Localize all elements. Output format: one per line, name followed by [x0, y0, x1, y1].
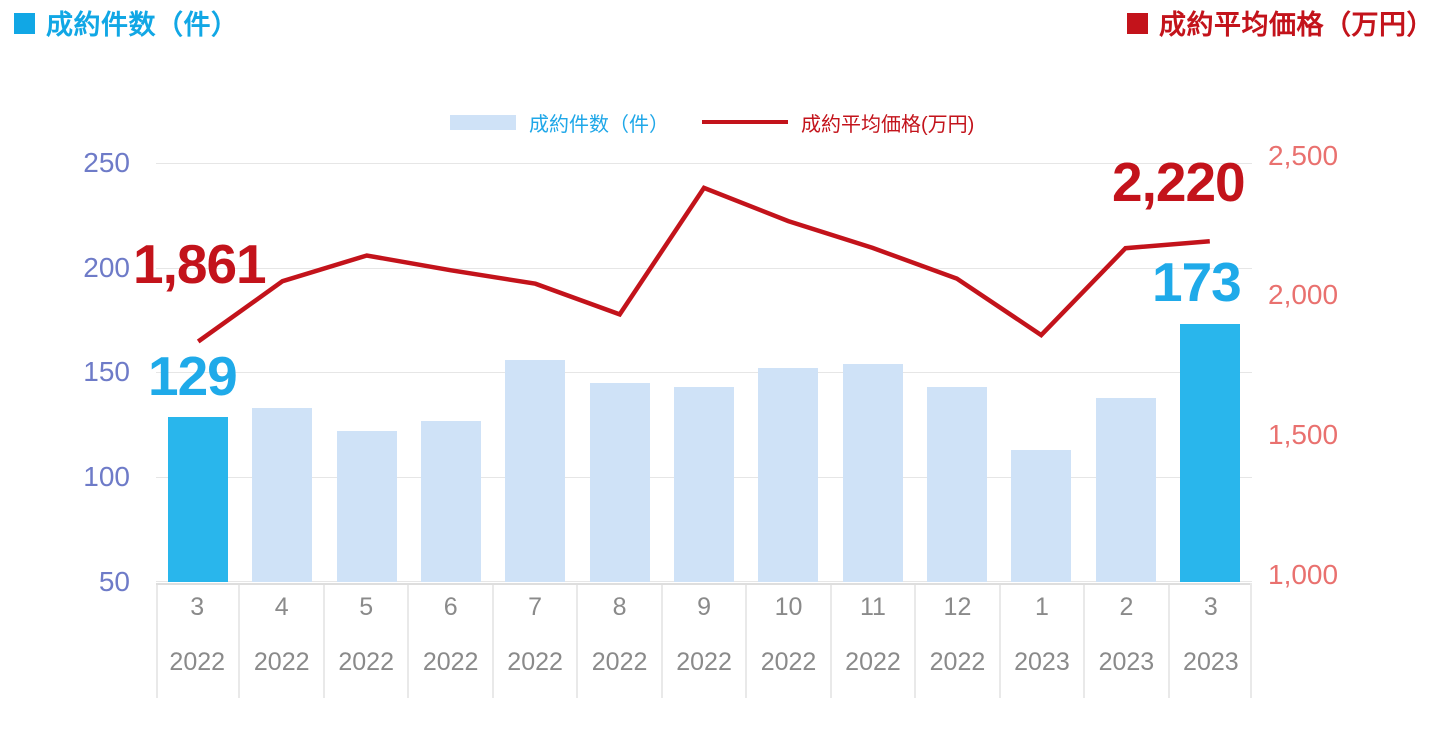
- bar-series: [156, 163, 1252, 582]
- bar-7-2022: [505, 359, 566, 582]
- y-axis-left-tick: 150: [83, 356, 130, 387]
- legend-line-label: 成約平均価格(万円): [801, 114, 975, 136]
- x-axis-cell: 3 2023: [1170, 585, 1252, 698]
- x-axis-cell: 1 2023: [1001, 585, 1086, 698]
- bar-1-2023: [1011, 450, 1072, 582]
- y-axis-left-tick: 50: [98, 566, 130, 597]
- x-axis-year: 2023: [1014, 648, 1070, 677]
- chart-legend: 成約件数（件） 成約平均価格(万円): [450, 108, 974, 137]
- legend-bar-swatch: [450, 115, 516, 130]
- x-axis-year: 2022: [338, 648, 394, 677]
- x-axis-year: 2022: [929, 648, 986, 677]
- x-axis-year: 2022: [507, 648, 563, 677]
- x-axis-month: 9: [697, 593, 711, 621]
- x-axis-cell: 9 2022: [663, 585, 748, 698]
- x-axis-cell: 2 2023: [1085, 585, 1170, 698]
- bar-8-2022: [589, 382, 650, 582]
- x-axis-year: 2022: [845, 648, 901, 677]
- x-axis-right-edge: [1250, 583, 1252, 698]
- bar-10-2022: [758, 368, 819, 582]
- x-axis-cell: 3 2022: [156, 585, 241, 698]
- bar-4-2022: [252, 408, 313, 582]
- plot-area: [156, 163, 1252, 582]
- x-axis-cell: 7 2022: [494, 585, 579, 698]
- header-legend-bar: 成約件数（件） 成約平均価格（万円）: [0, 0, 1440, 46]
- y-axis-right-tick: 2,000: [1268, 279, 1339, 310]
- legend-bar-label: 成約件数（件）: [529, 114, 669, 136]
- bar-11-2022: [842, 364, 903, 582]
- x-axis-month: 6: [443, 593, 458, 621]
- x-axis-year: 2023: [1098, 648, 1155, 677]
- x-axis-cell: 8 2022: [578, 585, 663, 698]
- header-legend-price: 成約平均価格（万円）: [1127, 3, 1434, 42]
- bar-3-2022: [168, 416, 229, 582]
- x-axis-year: 2022: [676, 648, 732, 677]
- x-axis-month: 2: [1119, 593, 1134, 621]
- x-axis-month: 5: [359, 593, 374, 621]
- x-axis-month: 12: [943, 593, 972, 621]
- bar-12-2022: [926, 387, 987, 582]
- bar-2-2023: [1095, 397, 1156, 582]
- x-axis-cell: 11 2022: [832, 585, 917, 698]
- y-axis-left-tick: 200: [83, 252, 130, 283]
- gridline: [156, 268, 1252, 269]
- x-axis-month: 11: [860, 593, 886, 621]
- x-axis-month: 8: [612, 593, 627, 621]
- x-axis-cell: 10 2022: [747, 585, 832, 698]
- square-icon: [1127, 13, 1148, 34]
- x-axis: 3 2022 4 2022 5 2022 6 2022 7 2022 8 2022 9 2022 10 202…: [156, 583, 1252, 698]
- x-axis-year: 2023: [1183, 648, 1239, 677]
- gridline: [156, 372, 1252, 373]
- header-legend-count-label: 成約件数（件）: [46, 10, 239, 40]
- y-axis-right: 2,500 2,000 1,500 1,000: [1262, 140, 1432, 590]
- callout-last-count: 173: [1152, 251, 1242, 313]
- gridline: [156, 163, 1252, 164]
- y-axis-left-tick: 100: [83, 461, 130, 492]
- x-axis-cell: 4 2022: [240, 585, 325, 698]
- x-axis-cell: 12 2022: [916, 585, 1001, 698]
- x-axis-cell: 5 2022: [325, 585, 410, 698]
- x-axis-year: 2022: [591, 648, 648, 677]
- y-axis-left-tick: 250: [83, 147, 130, 178]
- y-axis-right-tick: 2,500: [1268, 140, 1339, 171]
- x-axis-year: 2022: [253, 648, 310, 677]
- y-axis-right-tick: 1,500: [1268, 419, 1339, 450]
- line-series: [196, 185, 1210, 344]
- x-axis-year: 2022: [169, 648, 226, 677]
- x-axis-month: 7: [528, 593, 543, 621]
- y-axis-right-tick: 1,000: [1268, 559, 1339, 590]
- callout-last-price: 2,220: [1112, 151, 1246, 213]
- callout-first-count: 129: [148, 345, 238, 407]
- header-legend-count: 成約件数（件）: [14, 3, 239, 42]
- x-axis-month: 10: [774, 593, 803, 621]
- callout-first-price: 1,861: [133, 233, 267, 295]
- bar-3-2023: [1179, 324, 1240, 582]
- x-axis-year: 2022: [760, 648, 817, 677]
- bar-5-2022: [336, 431, 397, 582]
- x-axis-month: 1: [1034, 593, 1049, 621]
- x-axis-year: 2022: [422, 648, 479, 677]
- header-legend-price-label: 成約平均価格（万円）: [1159, 10, 1434, 40]
- x-axis-month: 3: [1203, 593, 1218, 621]
- x-axis-month: 4: [274, 593, 289, 621]
- bar-6-2022: [421, 420, 482, 582]
- square-icon: [14, 13, 35, 34]
- x-axis-cell: 6 2022: [409, 585, 494, 698]
- y-axis-left: 250 200 150 100 50: [0, 147, 150, 597]
- x-axis-left-edge: [156, 583, 158, 698]
- price-line-path: [196, 185, 1210, 344]
- bar-9-2022: [674, 387, 734, 582]
- legend-line-swatch: [702, 119, 788, 124]
- x-axis-month: 3: [190, 593, 205, 621]
